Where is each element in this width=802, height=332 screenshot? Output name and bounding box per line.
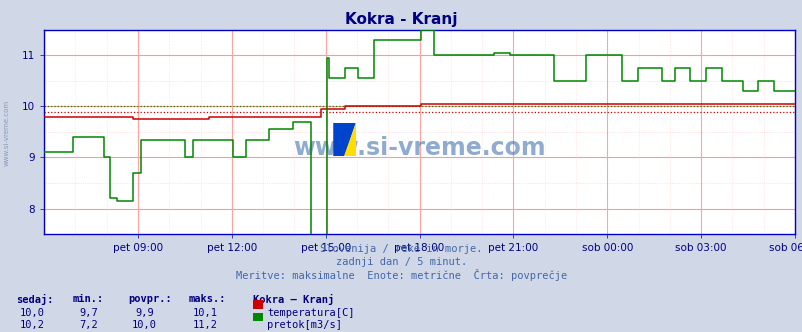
Text: 7,2: 7,2: [79, 320, 98, 330]
Text: maks.:: maks.:: [188, 294, 226, 304]
Text: www.si-vreme.com: www.si-vreme.com: [293, 136, 545, 160]
Text: Kokra - Kranj: Kokra - Kranj: [345, 12, 457, 27]
Text: povpr.:: povpr.:: [128, 294, 172, 304]
Text: Kokra – Kranj: Kokra – Kranj: [253, 294, 334, 305]
Text: 10,1: 10,1: [192, 308, 217, 318]
Text: sedaj:: sedaj:: [16, 294, 54, 305]
Text: min.:: min.:: [72, 294, 103, 304]
Text: pretok[m3/s]: pretok[m3/s]: [267, 320, 342, 330]
Polygon shape: [344, 123, 355, 156]
Text: 10,0: 10,0: [19, 308, 45, 318]
Text: Slovenija / reke in morje.: Slovenija / reke in morje.: [320, 244, 482, 254]
Text: temperatura[C]: temperatura[C]: [267, 308, 354, 318]
Text: 10,2: 10,2: [19, 320, 45, 330]
Text: www.si-vreme.com: www.si-vreme.com: [3, 100, 10, 166]
Text: 10,0: 10,0: [132, 320, 157, 330]
Polygon shape: [333, 123, 355, 156]
Text: Meritve: maksimalne  Enote: metrične  Črta: povprečje: Meritve: maksimalne Enote: metrične Črta…: [236, 269, 566, 281]
Text: zadnji dan / 5 minut.: zadnji dan / 5 minut.: [335, 257, 467, 267]
Text: 11,2: 11,2: [192, 320, 217, 330]
Text: 9,7: 9,7: [79, 308, 98, 318]
Text: 9,9: 9,9: [135, 308, 154, 318]
